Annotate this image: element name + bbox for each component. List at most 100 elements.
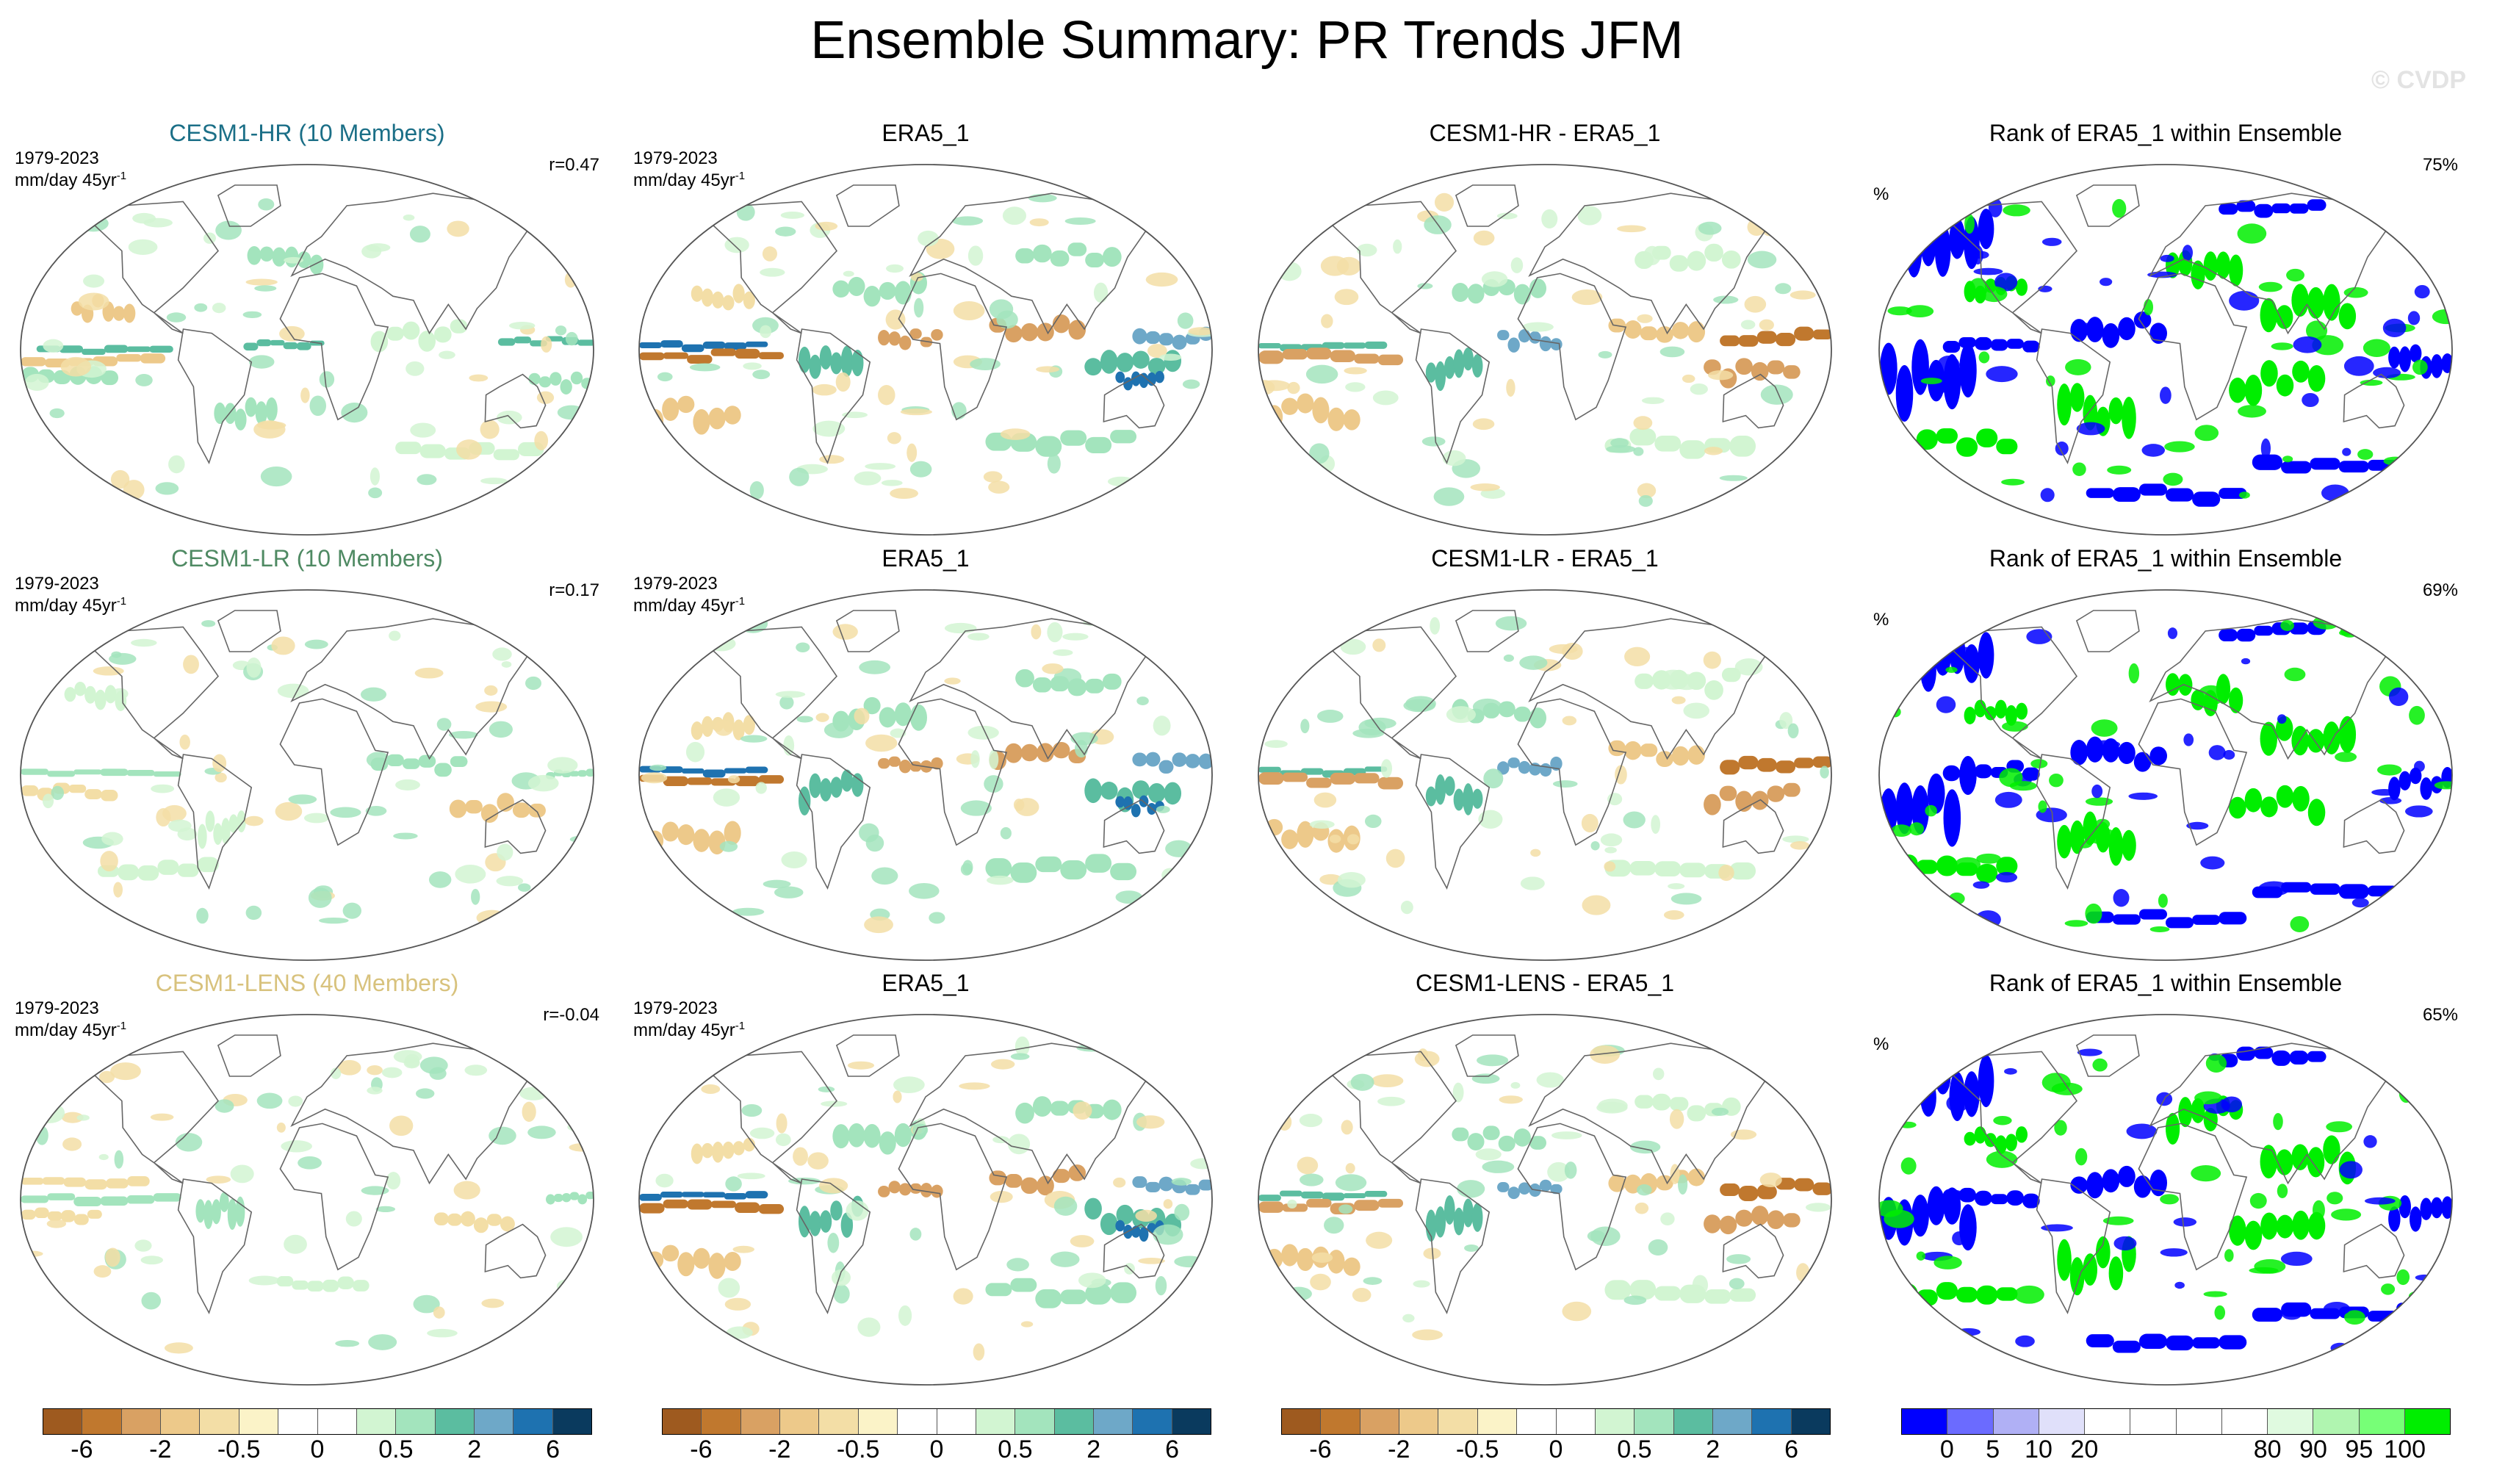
field-patch [1005,1174,1023,1188]
field-patch [2112,1340,2141,1353]
field-speckle [1470,483,1500,491]
field-speckle [918,230,939,247]
field-patch [732,719,745,741]
field-patch [2289,1051,2309,1065]
field-speckle [1978,351,1990,364]
field-speckle [386,1172,401,1190]
field-patch [989,1170,1007,1186]
field-speckle [2271,342,2293,350]
field-speckle [909,461,932,478]
field-patch [1934,224,1951,277]
field-speckle [1182,379,1200,389]
map-border [1258,1014,1832,1386]
colorbar-swatch [1054,1409,1094,1434]
field-patch [1258,342,1281,349]
field-patch [1164,782,1182,805]
map-field [21,590,594,960]
field-speckle [1472,418,1495,431]
field-speckle [1920,378,1942,384]
field-patch [2254,625,2274,636]
field-speckle [741,1104,763,1117]
field-patch [691,285,703,302]
field-patch [1102,673,1122,690]
field-speckle [1305,915,1337,925]
field-speckle [1900,1157,1917,1175]
field-speckle [2277,714,2287,724]
field-patch [1015,1102,1034,1124]
coastline [79,201,220,334]
field-speckle [1114,1344,1147,1354]
field-speckle [1659,346,1685,358]
panel-title: ERA5_1 [882,545,970,572]
field-patch [237,810,246,833]
colorbar-tick-label: 0 [1939,1436,1954,1463]
field-patch [1654,435,1682,452]
field-speckle [156,807,171,827]
field-patch [2006,1190,2025,1206]
field-speckle [1771,1054,1793,1074]
field-speckle [1786,470,1802,480]
field-speckle [1073,1101,1092,1120]
field-speckle [1495,616,1527,631]
field-speckle [1115,488,1139,505]
field-speckle [1010,1053,1030,1060]
field-patch [691,721,703,741]
field-patch [1996,857,2018,876]
field-speckle [1600,833,1623,847]
field-patch [34,1207,49,1219]
field-patch [1927,1186,1945,1225]
field-patch [2254,203,2274,218]
field-speckle [114,1150,124,1169]
field-speckle [436,718,452,731]
field-speckle [1606,445,1636,453]
field-patch [1145,1181,1161,1192]
field-speckle [1910,221,1936,237]
field-patch [2191,1098,2205,1123]
field-speckle [740,735,768,743]
colorbar-swatch [937,1409,976,1434]
field-speckle [1522,322,1554,332]
colorbar-tick-label: -6 [71,1436,93,1463]
colorbar-swatch [1015,1409,1055,1434]
field-speckle [2194,425,2219,442]
field-patch [1978,1054,1994,1108]
field-patch [1343,1257,1360,1276]
field-patch [1539,1179,1552,1192]
field-patch [1123,796,1133,810]
coastline [1415,328,1491,465]
field-speckle [100,851,118,872]
field-speckle [984,775,1003,793]
correlation-label: r=0.47 [549,155,599,175]
field-speckle [1000,826,1012,840]
field-speckle [1952,1231,1967,1246]
field-patch [1035,1289,1062,1308]
field-speckle [504,478,526,493]
field-speckle [2342,447,2351,456]
field-patch [1994,699,2007,718]
field-patch [985,1283,1012,1297]
field-speckle [1029,218,1049,227]
map-border [1878,1014,2453,1386]
field-speckle [2128,663,2140,684]
field-speckle [2409,705,2425,725]
field-speckle [789,467,810,486]
field-speckle [1258,380,1291,392]
field-speckle [1316,710,1344,723]
field-speckle [1070,1235,1095,1247]
field-speckle [345,1211,362,1227]
percent-symbol: % [1873,1034,1889,1054]
field-speckle [547,757,578,774]
field-patch [1654,861,1682,877]
field-patch [798,346,811,373]
field-speckle [248,355,275,369]
field-speckle [1660,1212,1675,1226]
field-speckle [737,1173,765,1180]
field-patch [1110,430,1137,444]
field-patch [2083,1253,2098,1286]
field-patch [909,1183,922,1194]
field-patch [1783,1213,1801,1228]
correlation-label: r=-0.04 [543,1005,599,1025]
field-speckle [1287,381,1300,395]
field-patch [486,1214,502,1226]
field-patch [1751,361,1769,381]
